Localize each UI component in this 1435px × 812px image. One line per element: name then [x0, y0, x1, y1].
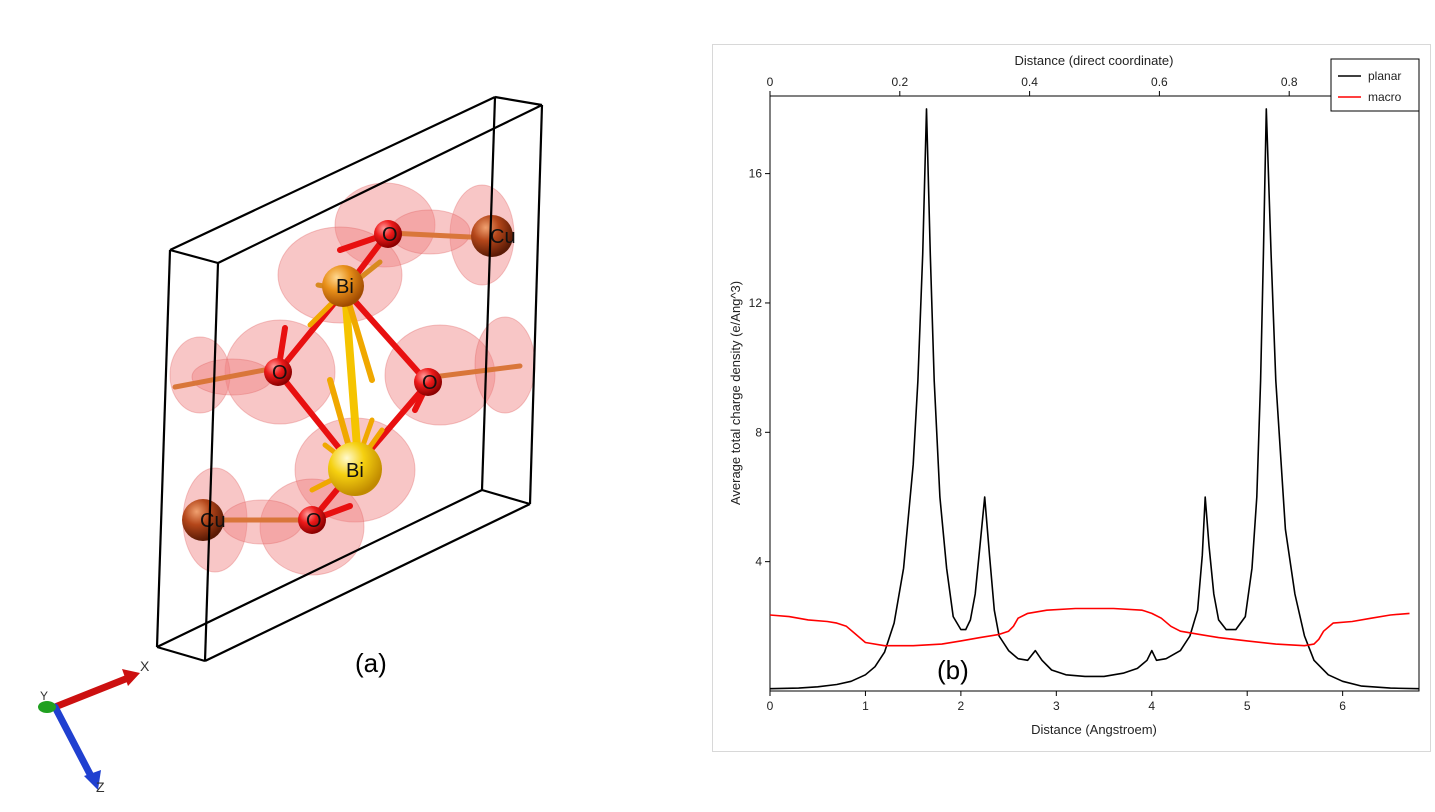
unit-cell-front: [156, 95, 544, 663]
copper-atom-top: [471, 215, 513, 257]
atom-label-o-left: O: [272, 362, 288, 384]
atom-label-cu-top: Cu: [490, 226, 516, 248]
plot-area: [769, 95, 1420, 692]
structure-panel: Cu Cu O O O O Bi Bi (a) X Y Z: [0, 0, 700, 807]
x-tick-label: 2: [958, 699, 965, 713]
atom-label-o-right: O: [422, 372, 438, 394]
x-tick-label: 5: [1244, 699, 1251, 713]
copper-atom-bottom: [182, 499, 224, 541]
atom-label-o-bottom: O: [306, 510, 322, 532]
oxygen-atom-bottom: [298, 506, 326, 534]
x-tick-label: 3: [1053, 699, 1060, 713]
x-tick-label: 1: [862, 699, 869, 713]
chart-panel: 0 1 2 3 4 5 6 0 0.2 0.4 0.6 0.8 4 8 12 16 Distance (dir…: [712, 44, 1431, 752]
data-series: [769, 108, 1420, 690]
axis-label-x: X: [140, 658, 150, 674]
y-tick-label: 8: [755, 425, 762, 439]
legend: planar macro: [1330, 58, 1420, 112]
oxygen-atom-top: [374, 220, 402, 248]
atom-label-bi-bottom: Bi: [346, 460, 364, 482]
x2-tick-label: 0.2: [891, 75, 908, 89]
series-line-macro: [769, 607, 1410, 647]
atom-label-o-top: O: [382, 224, 398, 246]
x2-tick-label: 0: [767, 75, 774, 89]
legend-label-macro: macro: [1368, 90, 1402, 104]
legend-box: [1330, 58, 1420, 112]
axis-label-y: Y: [40, 689, 48, 703]
x2-tick-label: 0.8: [1281, 75, 1298, 89]
axis-label-z: Z: [96, 779, 105, 795]
x2-tick-label: 0.4: [1021, 75, 1038, 89]
x-axis-title: Distance (Angstroem): [1031, 722, 1157, 737]
atom-label-cu-bottom: Cu: [200, 510, 226, 532]
y-tick-label: 16: [749, 167, 763, 181]
x-tick-label: 4: [1148, 699, 1155, 713]
panel-label-b: (b): [937, 655, 969, 685]
panel-label-a: (a): [355, 648, 387, 678]
bismuth-atom-top: [322, 265, 364, 307]
structure-figure: Cu Cu O O O O Bi Bi (a) X Y Z: [38, 95, 544, 795]
unit-cell-back: [155, 96, 496, 648]
oxygen-atom-left: [264, 358, 292, 386]
x-tick-label: 0: [767, 699, 774, 713]
atom-label-bi-top: Bi: [336, 276, 354, 298]
y-axis-title: Average total charge density (e/Ang^3): [728, 281, 743, 505]
x2-axis-title: Distance (direct coordinate): [1015, 53, 1174, 68]
x-tick-label: 6: [1339, 699, 1346, 713]
x2-tick-label: 0.6: [1151, 75, 1168, 89]
oxygen-atom-right: [414, 368, 442, 396]
bismuth-atom-bottom: [328, 442, 382, 496]
series-line-planar: [769, 108, 1420, 690]
y-tick-label: 4: [755, 555, 762, 569]
axis-triad: X Y Z: [38, 658, 150, 795]
legend-label-planar: planar: [1368, 69, 1401, 83]
y-tick-label: 12: [749, 296, 763, 310]
